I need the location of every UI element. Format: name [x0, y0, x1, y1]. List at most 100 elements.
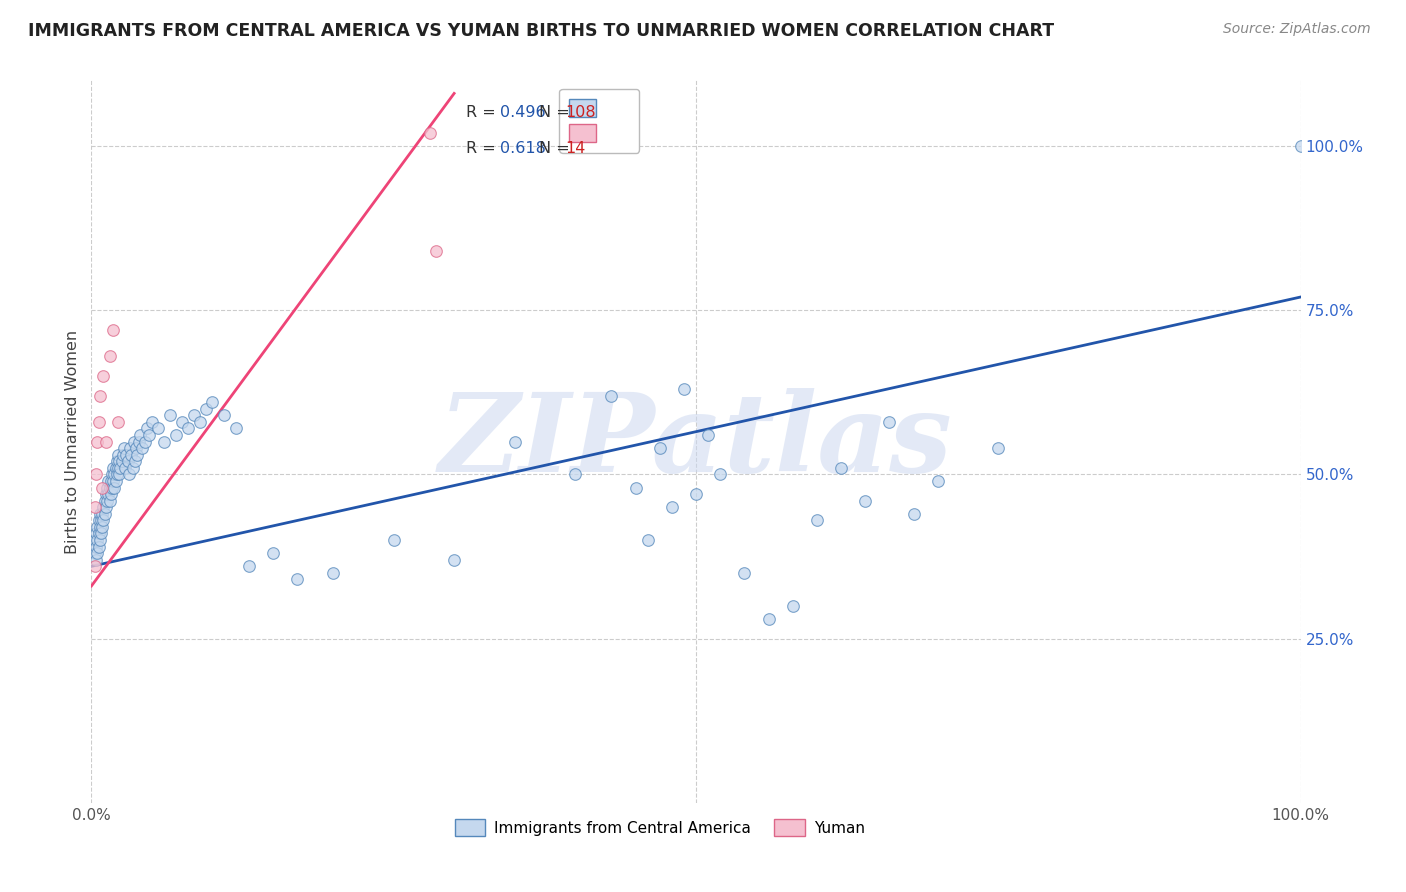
Point [93, 513, 115, 527]
Point [685, 487, 707, 501]
Point [101, 481, 124, 495]
Text: Source: ZipAtlas.com: Source: ZipAtlas.com [1223, 22, 1371, 37]
Point [84, 526, 107, 541]
Point [89, 507, 111, 521]
Point [101, 460, 124, 475]
Point [903, 507, 925, 521]
Point [101, 467, 124, 482]
Point [94, 487, 117, 501]
Point [830, 460, 852, 475]
Point [262, 546, 284, 560]
Point [733, 566, 755, 580]
Point [86, 520, 108, 534]
Point [146, 421, 169, 435]
Point [419, 126, 441, 140]
Point [98, 349, 121, 363]
Point [136, 421, 159, 435]
Point [108, 454, 131, 468]
Point [110, 460, 132, 475]
Point [103, 481, 125, 495]
Point [103, 467, 125, 482]
Point [118, 467, 141, 482]
Point [91, 481, 114, 495]
Point [89, 533, 111, 547]
Text: R =: R = [467, 105, 496, 120]
Point [105, 467, 128, 482]
Point [201, 395, 224, 409]
Point [87, 526, 110, 541]
Point [98, 493, 121, 508]
Point [84, 533, 107, 547]
Point [90, 513, 112, 527]
Point [86, 533, 108, 547]
Point [758, 612, 780, 626]
Text: N =: N = [538, 105, 569, 120]
Point [98, 481, 121, 495]
Point [84, 553, 107, 567]
Point [112, 441, 135, 455]
Point [94, 500, 117, 515]
Point [105, 454, 128, 468]
Point [172, 415, 194, 429]
Point [115, 448, 138, 462]
Point [120, 448, 142, 462]
Point [107, 448, 129, 462]
Point [107, 460, 129, 475]
Point [86, 546, 108, 560]
Point [101, 323, 124, 337]
Point [97, 487, 120, 501]
Point [96, 493, 118, 508]
Point [86, 434, 108, 449]
Point [107, 415, 129, 429]
Point [91, 507, 114, 521]
Point [125, 441, 148, 455]
Point [84, 467, 107, 482]
Point [128, 428, 150, 442]
Point [382, 533, 405, 547]
Text: R =: R = [467, 142, 496, 156]
Point [84, 500, 107, 515]
Point [637, 533, 659, 547]
Y-axis label: Births to Unmarried Women: Births to Unmarried Women [65, 329, 80, 554]
Point [108, 467, 131, 482]
Point [879, 415, 901, 429]
Point [214, 409, 236, 423]
Point [131, 441, 153, 455]
Point [624, 481, 647, 495]
Point [124, 454, 146, 468]
Point [443, 553, 465, 567]
Point [987, 441, 1010, 455]
Point [84, 546, 107, 560]
Point [238, 559, 260, 574]
Point [138, 428, 160, 442]
Point [285, 573, 308, 587]
Point [87, 513, 110, 527]
Text: IMMIGRANTS FROM CENTRAL AMERICA VS YUMAN BIRTHS TO UNMARRIED WOMEN CORRELATION C: IMMIGRANTS FROM CENTRAL AMERICA VS YUMAN… [28, 22, 1054, 40]
Point [128, 434, 150, 449]
Point [100, 474, 122, 488]
Point [503, 434, 526, 449]
Point [225, 421, 247, 435]
Point [153, 434, 176, 449]
Point [104, 460, 127, 475]
Point [84, 540, 107, 554]
Point [93, 493, 115, 508]
Point [141, 415, 163, 429]
Point [91, 520, 114, 534]
Point [120, 441, 142, 455]
Point [84, 559, 107, 574]
Text: 0.618: 0.618 [501, 142, 546, 156]
Point [100, 487, 122, 501]
Point [89, 388, 111, 402]
Point [94, 434, 117, 449]
Point [87, 540, 110, 554]
Point [177, 421, 200, 435]
Point [114, 460, 136, 475]
Point [672, 382, 695, 396]
Point [648, 441, 671, 455]
Point [87, 415, 110, 429]
Point [90, 526, 112, 541]
Point [322, 566, 344, 580]
Point [121, 460, 143, 475]
Legend: Immigrants from Central America, Yuman: Immigrants from Central America, Yuman [449, 814, 870, 842]
